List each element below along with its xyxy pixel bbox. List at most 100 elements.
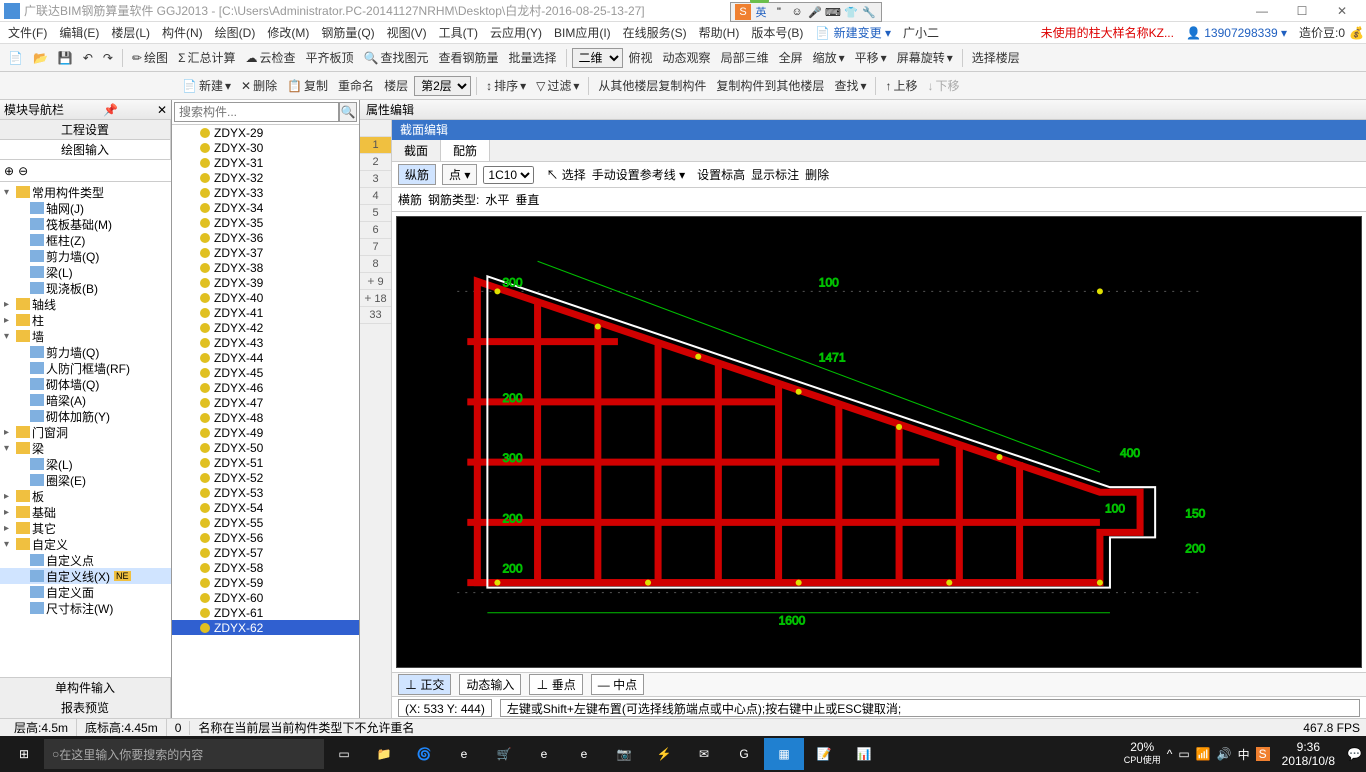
ime-mic-icon[interactable]: 🎤	[807, 4, 823, 20]
menu-item[interactable]: 文件(F)	[2, 26, 53, 40]
app-3-icon[interactable]: e	[444, 738, 484, 770]
tree-node[interactable]: 自定义点	[0, 552, 171, 568]
ime-lang-icon[interactable]: 英	[753, 4, 769, 20]
app-8-icon[interactable]: ▦	[764, 738, 804, 770]
elev-btn[interactable]: 设置标高	[697, 166, 745, 183]
find-graph-btn[interactable]: 🔍 查找图元	[360, 47, 433, 68]
tab-project-settings[interactable]: 工程设置	[0, 120, 171, 139]
nav-tree[interactable]: ▾常用构件类型轴网(J)筏板基础(M)框柱(Z)剪力墙(Q)梁(L)现浇板(B)…	[0, 182, 171, 677]
dyn-input-btn[interactable]: 动态输入	[459, 674, 521, 695]
tree-node[interactable]: ▾梁	[0, 440, 171, 456]
filter-btn[interactable]: ▽ 过滤 ▾	[532, 75, 583, 96]
component-item[interactable]: ZDYX-44	[172, 350, 359, 365]
tab-section[interactable]: 截面	[392, 140, 441, 161]
phone-number[interactable]: 👤 13907298339 ▾	[1178, 26, 1295, 40]
cpu-meter[interactable]: 20%CPU使用	[1124, 741, 1161, 767]
tab-report-preview[interactable]: 报表预览	[0, 698, 171, 718]
tray-sogou-icon[interactable]: S	[1256, 747, 1270, 761]
vert-btn[interactable]: 垂直	[515, 191, 539, 208]
component-item[interactable]: ZDYX-49	[172, 425, 359, 440]
tray-ime-icon[interactable]: 中	[1238, 746, 1250, 763]
menu-item[interactable]: 编辑(E)	[53, 26, 105, 40]
app-2-icon[interactable]: 🌀	[404, 738, 444, 770]
pin-icon[interactable]: 📌	[103, 103, 118, 117]
tab-rebar[interactable]: 配筋	[441, 140, 490, 161]
new-file-icon[interactable]: 📄	[4, 49, 27, 67]
component-item[interactable]: ZDYX-40	[172, 290, 359, 305]
component-item[interactable]: ZDYX-39	[172, 275, 359, 290]
component-item[interactable]: ZDYX-53	[172, 485, 359, 500]
vpoint-btn[interactable]: ⊥ 垂点	[529, 674, 582, 695]
show-dim-btn[interactable]: 显示标注	[751, 166, 799, 183]
panel-close-icon[interactable]: ✕	[157, 103, 167, 117]
tree-node[interactable]: ▾常用构件类型	[0, 184, 171, 200]
sum-calc-btn[interactable]: Σ 汇总计算	[174, 47, 239, 68]
component-item[interactable]: ZDYX-37	[172, 245, 359, 260]
tree-node[interactable]: 尺寸标注(W)	[0, 600, 171, 616]
tray-disp-icon[interactable]: ▭	[1178, 747, 1189, 761]
tree-node[interactable]: 梁(L)	[0, 264, 171, 280]
app-5-icon[interactable]: 📷	[604, 738, 644, 770]
menu-item[interactable]: 修改(M)	[261, 26, 315, 40]
tree-node[interactable]: 现浇板(B)	[0, 280, 171, 296]
component-item[interactable]: ZDYX-59	[172, 575, 359, 590]
tree-node[interactable]: ▸轴线	[0, 296, 171, 312]
undo-icon[interactable]: ↶	[79, 49, 97, 67]
pan-btn[interactable]: 平移 ▾	[851, 47, 891, 68]
component-item[interactable]: ZDYX-30	[172, 140, 359, 155]
tree-node[interactable]: 框柱(Z)	[0, 232, 171, 248]
hori-btn[interactable]: 水平	[485, 191, 509, 208]
component-item[interactable]: ZDYX-29	[172, 125, 359, 140]
app-9-icon[interactable]: 📝	[804, 738, 844, 770]
del-rebar-btn[interactable]: 删除	[805, 166, 829, 183]
select-btn[interactable]: ↖ 选择	[546, 166, 585, 183]
component-item[interactable]: ZDYX-43	[172, 335, 359, 350]
tree-node[interactable]: ▸板	[0, 488, 171, 504]
batch-sel-btn[interactable]: 批量选择	[505, 47, 561, 68]
start-button[interactable]: ⊞	[4, 738, 44, 770]
component-item[interactable]: ZDYX-45	[172, 365, 359, 380]
tree-node[interactable]: 筏板基础(M)	[0, 216, 171, 232]
close-button[interactable]: ✕	[1322, 0, 1362, 22]
ortho-btn[interactable]: ⊥ 正交	[398, 674, 451, 695]
rebar-size-select[interactable]: 1C10	[483, 166, 534, 184]
dian-btn[interactable]: 点 ▾	[442, 164, 477, 185]
tab-draw-input[interactable]: 绘图输入	[0, 140, 171, 159]
draw-btn[interactable]: ✏ 绘图	[128, 47, 172, 68]
taskbar-search[interactable]: ○ 在这里输入你要搜索的内容	[44, 739, 324, 769]
tree-node[interactable]: 人防门框墙(RF)	[0, 360, 171, 376]
menu-item[interactable]: 工具(T)	[433, 26, 484, 40]
tree-node[interactable]: 砌体墙(Q)	[0, 376, 171, 392]
component-item[interactable]: ZDYX-55	[172, 515, 359, 530]
component-item[interactable]: ZDYX-48	[172, 410, 359, 425]
tree-node[interactable]: 暗梁(A)	[0, 392, 171, 408]
component-item[interactable]: ZDYX-50	[172, 440, 359, 455]
menu-item[interactable]: 在线服务(S)	[617, 26, 693, 40]
component-item[interactable]: ZDYX-51	[172, 455, 359, 470]
mpoint-btn[interactable]: — 中点	[591, 674, 644, 695]
expand-all-icon[interactable]: ⊕	[4, 164, 14, 178]
menu-item[interactable]: 版本号(B)	[745, 26, 809, 40]
tree-node[interactable]: 自定义线(X)NE	[0, 568, 171, 584]
ime-skin-icon[interactable]: 👕	[843, 4, 859, 20]
component-item[interactable]: ZDYX-56	[172, 530, 359, 545]
menu-item[interactable]: 云应用(Y)	[484, 26, 548, 40]
component-item[interactable]: ZDYX-38	[172, 260, 359, 275]
minimize-button[interactable]: —	[1242, 0, 1282, 22]
tree-node[interactable]: ▸门窗洞	[0, 424, 171, 440]
component-item[interactable]: ZDYX-60	[172, 590, 359, 605]
app-10-icon[interactable]: 📊	[844, 738, 884, 770]
flat-top-btn[interactable]: 平齐板顶	[302, 47, 358, 68]
top-view-btn[interactable]: 俯视	[625, 47, 657, 68]
screen-rot-btn[interactable]: 屏幕旋转 ▾	[893, 47, 957, 68]
app-7-icon[interactable]: G	[724, 738, 764, 770]
open-file-icon[interactable]: 📂	[29, 49, 52, 67]
search-button[interactable]: 🔍	[339, 102, 357, 122]
edge-icon[interactable]: e	[524, 738, 564, 770]
component-item[interactable]: ZDYX-47	[172, 395, 359, 410]
tree-node[interactable]: ▾墙	[0, 328, 171, 344]
tray-net-icon[interactable]: 📶	[1196, 747, 1211, 761]
app-6-icon[interactable]: ⚡	[644, 738, 684, 770]
menu-item[interactable]: 帮助(H)	[693, 26, 746, 40]
tree-node[interactable]: ▸柱	[0, 312, 171, 328]
